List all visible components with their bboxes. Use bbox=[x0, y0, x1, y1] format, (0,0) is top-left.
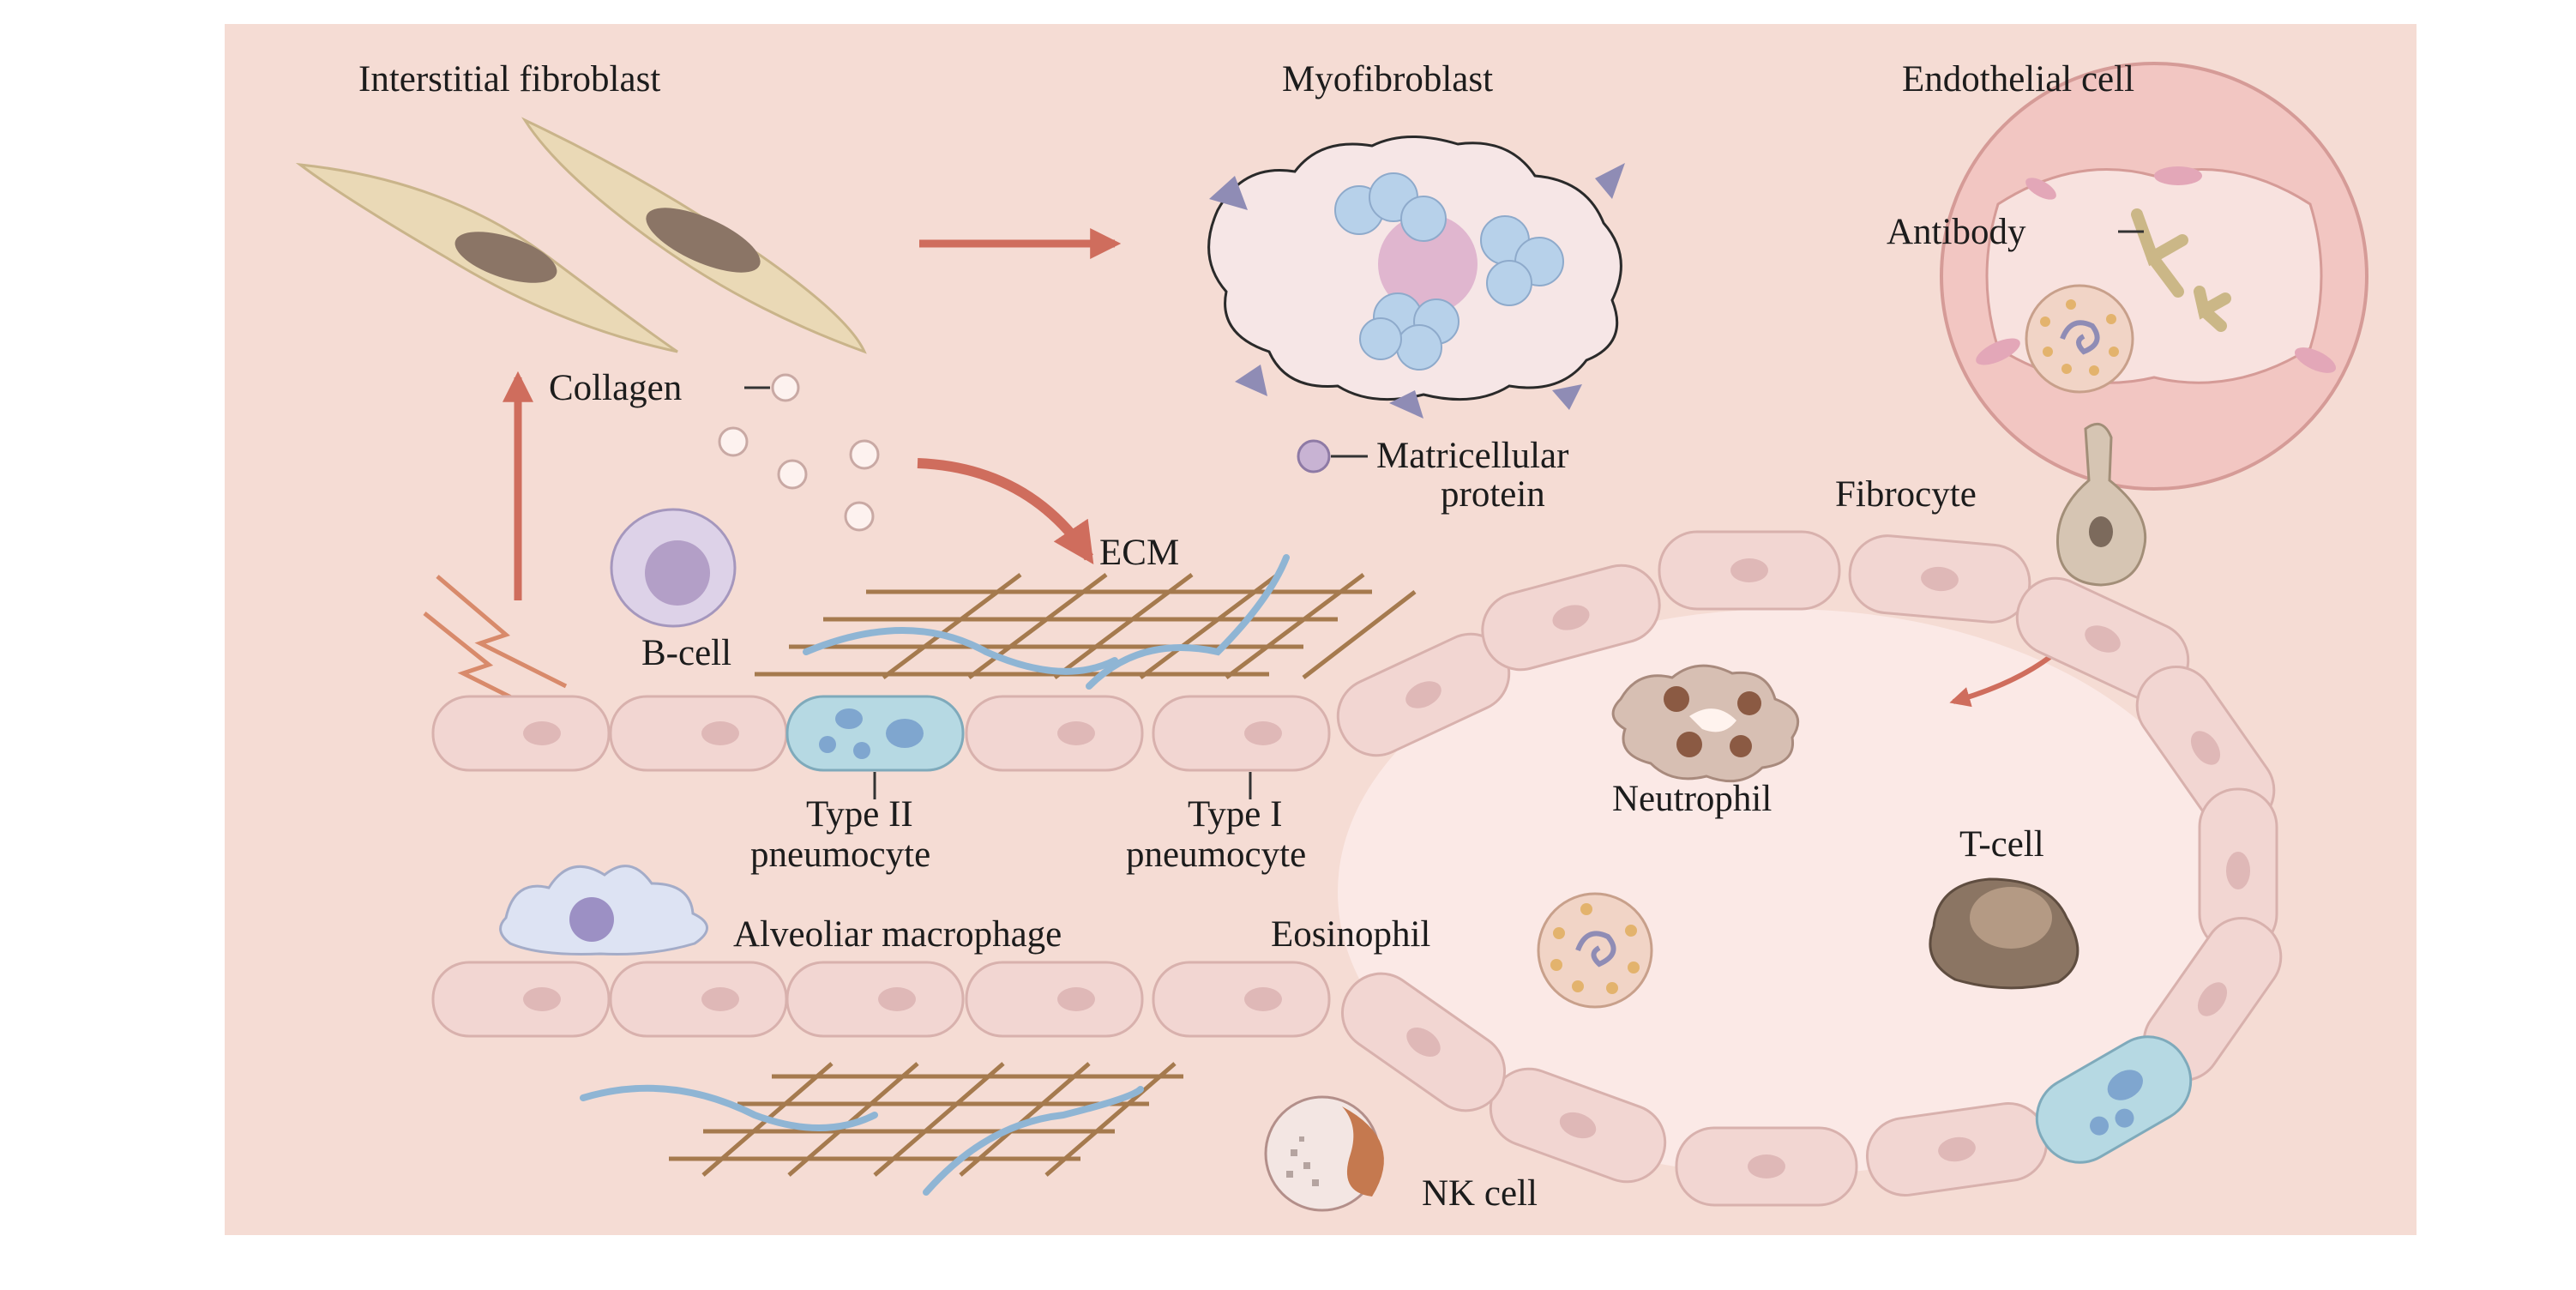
label-type2-line2: pneumocyte bbox=[750, 835, 930, 875]
epithelial-row-top bbox=[431, 695, 1331, 772]
type2-pneumocyte-cell bbox=[785, 695, 965, 772]
label-collagen: Collagen bbox=[549, 368, 682, 408]
b-cell bbox=[610, 508, 737, 628]
matricellular-protein-icon bbox=[1297, 439, 1331, 473]
epithelial-row-bottom bbox=[431, 961, 1331, 1038]
alveolar-macrophage-cell bbox=[499, 865, 708, 955]
label-type1-line1: Type I bbox=[1188, 794, 1282, 835]
label-b-cell: B-cell bbox=[641, 633, 731, 673]
label-type2-line1: Type II bbox=[806, 794, 913, 835]
ecm-fibers-bottom bbox=[580, 1084, 1144, 1196]
label-endothelial-cell: Endothelial cell bbox=[1902, 59, 2134, 99]
t-cell bbox=[1929, 877, 2079, 990]
label-myofibroblast: Myofibroblast bbox=[1282, 59, 1493, 99]
eosinophil-cell bbox=[1537, 892, 1653, 1009]
ecm-fibers-top bbox=[803, 554, 1290, 690]
endothelial-cell bbox=[1940, 62, 2368, 491]
arrow-to-ecm bbox=[917, 458, 1094, 564]
ecm-mesh-top bbox=[755, 573, 1417, 679]
alveolar-wall-ring bbox=[1336, 530, 2283, 1207]
antibody-icon bbox=[2131, 208, 2231, 332]
alveolar-lumen bbox=[1338, 609, 2230, 1175]
interstitial-fibroblast bbox=[295, 117, 867, 354]
nk-cell bbox=[1264, 1095, 1384, 1212]
label-t-cell: T-cell bbox=[1959, 824, 2044, 865]
label-type1-line2: pneumocyte bbox=[1126, 835, 1306, 875]
neutrophil-cell bbox=[1611, 664, 1800, 783]
label-neutrophil: Neutrophil bbox=[1612, 779, 1772, 819]
label-eosinophil: Eosinophil bbox=[1271, 914, 1430, 955]
label-ecm: ECM bbox=[1099, 533, 1179, 573]
fibrocyte-cell bbox=[2055, 422, 2147, 587]
label-nk-cell: NK cell bbox=[1422, 1173, 1538, 1214]
label-interstitial-fibroblast: Interstitial fibroblast bbox=[358, 59, 660, 99]
collagen-particles bbox=[718, 373, 880, 532]
injury-lightning-icon bbox=[423, 575, 568, 719]
myofibroblast-nucleus bbox=[1378, 214, 1478, 314]
label-matricellular-line2: protein bbox=[1441, 474, 1545, 515]
label-alveolar-macrophage: Alveoliar macrophage bbox=[733, 914, 1062, 955]
myofibroblast-cell bbox=[1207, 135, 1625, 419]
label-fibrocyte: Fibrocyte bbox=[1835, 474, 1977, 515]
label-antibody: Antibody bbox=[1887, 212, 2026, 252]
label-matricellular-line1: Matricellular bbox=[1376, 436, 1568, 476]
